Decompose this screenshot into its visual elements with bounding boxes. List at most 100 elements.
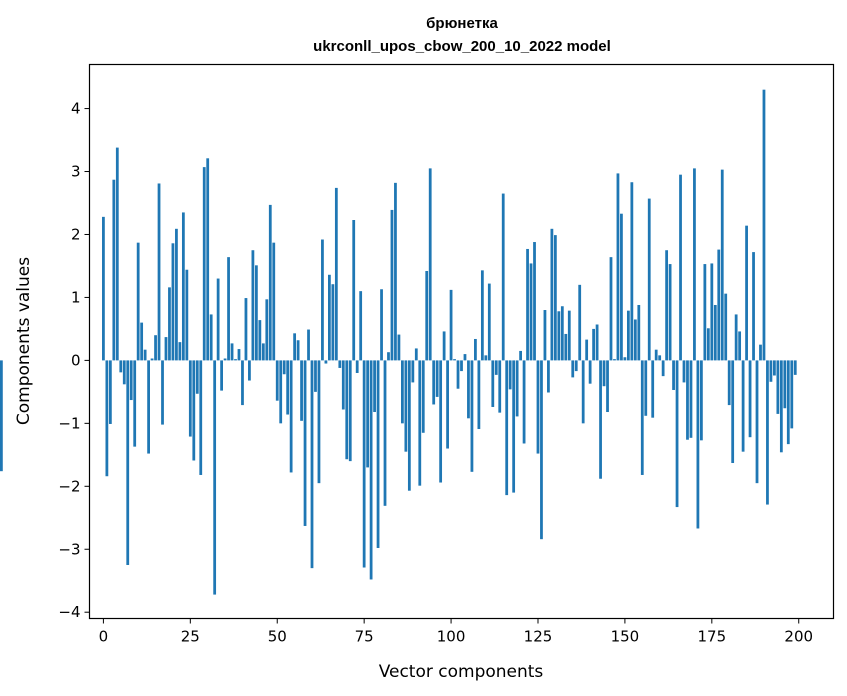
bar-20	[171, 243, 175, 361]
plot-frame	[88, 63, 835, 620]
bar-151	[626, 310, 630, 361]
x-tick-label: 50	[268, 628, 287, 646]
bar-41	[244, 298, 248, 361]
bar-114	[498, 360, 502, 413]
bar-7	[126, 360, 130, 565]
x-axis-ticks: 0 25 50 75 100 125 150 175 200	[99, 618, 813, 646]
y-tick-label: 1	[71, 288, 81, 306]
bar-37	[230, 343, 234, 361]
bar-98	[442, 331, 446, 361]
bar-99	[446, 360, 449, 449]
bar-161	[661, 360, 665, 377]
bar-167	[682, 360, 686, 383]
bar-162	[665, 250, 669, 361]
y-tick-label: 4	[71, 100, 81, 118]
bar-24	[185, 269, 189, 361]
bar-119	[515, 360, 519, 417]
bar-86	[401, 360, 404, 424]
bar-3	[112, 179, 116, 361]
bar-2	[108, 360, 112, 424]
bar-91	[418, 360, 422, 486]
bar-113	[494, 360, 498, 375]
bar-85	[397, 334, 401, 361]
bar-30	[206, 158, 210, 361]
bar-71	[348, 360, 352, 462]
bar-48	[268, 204, 272, 361]
bar-27	[195, 360, 199, 394]
bar-123	[529, 263, 533, 361]
bar-194	[776, 360, 780, 414]
x-tick-label: 150	[611, 628, 640, 646]
bar-148	[616, 173, 620, 361]
bar-163	[668, 264, 672, 361]
bar-179	[724, 293, 728, 361]
bar-158	[651, 360, 655, 418]
bar-69	[341, 360, 345, 410]
bar-155	[640, 360, 644, 475]
bar-76	[366, 360, 370, 468]
bar-115	[501, 193, 505, 361]
bar-130	[553, 235, 557, 361]
bar-152	[630, 182, 634, 361]
bar-174	[706, 328, 710, 361]
bar-142	[595, 324, 599, 361]
bar-39	[237, 349, 241, 361]
bar-32	[213, 360, 217, 595]
bar-14	[150, 358, 154, 361]
y-axis-label: Components values	[14, 257, 34, 425]
bar-6	[122, 360, 126, 385]
bar-146	[609, 257, 613, 361]
bar-13	[147, 360, 150, 454]
bar-133	[564, 333, 568, 361]
bar-52	[282, 360, 286, 375]
x-tick-label: 0	[99, 628, 109, 646]
bar-84	[394, 182, 397, 361]
bar-199	[793, 360, 797, 375]
bar-135	[571, 360, 575, 378]
chart-subtitle: ukrconll_upos_cbow_200_10_2022 model	[313, 38, 611, 55]
bar-178	[720, 169, 724, 361]
bar-67	[334, 187, 338, 361]
bar-131	[557, 311, 561, 361]
bar-118	[512, 360, 516, 493]
bar-0	[102, 216, 105, 361]
bar-93	[425, 270, 429, 361]
bar-102	[456, 360, 460, 389]
bar-198	[790, 360, 794, 429]
bar-172	[700, 360, 703, 441]
bar-60	[310, 360, 314, 569]
bar-195	[779, 360, 783, 453]
y-axis-ticks: −4 −3 −2 −1 0 1 2 3 4	[58, 100, 90, 621]
bar-68	[338, 360, 342, 368]
bar-29	[202, 167, 206, 361]
bar-28	[199, 360, 203, 475]
bar-42	[248, 360, 251, 381]
y-tick-label: −1	[58, 414, 80, 432]
bar-147	[613, 359, 616, 361]
bar-182	[734, 314, 738, 361]
bar-25	[188, 360, 192, 437]
bar-170	[693, 168, 696, 361]
bar-43	[251, 250, 255, 361]
bar-153	[633, 319, 637, 361]
bar-65	[328, 274, 331, 361]
bar-1	[105, 360, 109, 477]
bar-53	[286, 360, 290, 415]
bar-157	[647, 198, 651, 361]
bar-106	[470, 360, 474, 472]
bar-73	[355, 360, 359, 373]
bar-34	[220, 360, 223, 391]
bar-165	[675, 360, 679, 508]
bar-63	[321, 239, 324, 361]
bar-18	[164, 337, 168, 361]
bar-150	[623, 357, 627, 361]
bar-101	[453, 359, 456, 361]
bar-94	[428, 168, 432, 361]
bar-197	[786, 360, 790, 445]
bar-128	[547, 360, 550, 393]
x-tick-label: 75	[355, 628, 374, 646]
bar-193	[773, 360, 776, 376]
bar-121	[522, 360, 526, 444]
chart-title: брюнетка	[426, 15, 498, 32]
bar-92	[421, 360, 425, 433]
